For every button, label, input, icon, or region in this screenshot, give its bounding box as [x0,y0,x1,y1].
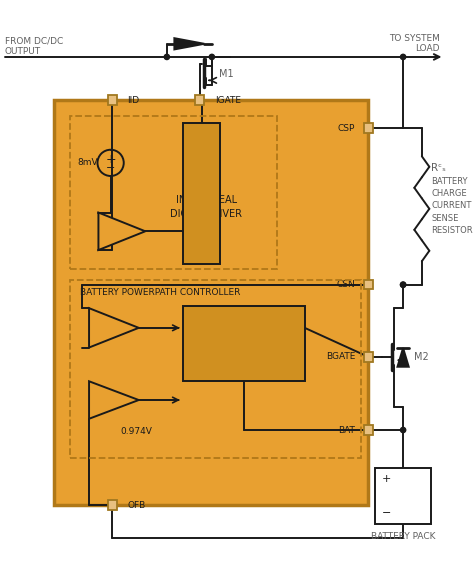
Text: M1: M1 [219,69,234,79]
Text: BATTERY: BATTERY [431,177,468,186]
Polygon shape [398,348,409,367]
Bar [364,425,373,435]
Bar [55,100,368,505]
Text: A11: A11 [98,390,115,399]
Text: Rᶜₛ: Rᶜₛ [431,163,446,173]
Polygon shape [89,381,139,419]
Text: BATTERY POWERPATH CONTROLLER: BATTERY POWERPATH CONTROLLER [80,288,240,297]
Text: CSN: CSN [337,280,356,289]
Text: DIODE DRIVER: DIODE DRIVER [170,209,242,219]
Polygon shape [89,308,139,347]
Text: IGATE: IGATE [215,95,241,104]
Text: BGATE: BGATE [326,352,356,361]
Circle shape [164,54,170,59]
Text: FROM DC/DC: FROM DC/DC [5,36,63,45]
Bar [364,280,373,289]
Text: +: + [105,153,116,165]
Bar [70,116,276,269]
Text: CONTROLLER: CONTROLLER [210,343,277,353]
Text: ANALOG: ANALOG [223,329,264,339]
Text: BAT: BAT [338,426,356,435]
Text: OFB: OFB [128,500,146,509]
Text: CURRENT: CURRENT [431,201,472,210]
Bar [183,123,220,264]
Circle shape [209,54,214,59]
Circle shape [401,282,406,287]
Text: IID: IID [128,95,140,104]
Text: INPUT IDEAL: INPUT IDEAL [176,195,237,205]
Text: A1: A1 [111,226,124,236]
Bar [108,95,117,105]
Text: 0.974V: 0.974V [120,427,152,436]
Polygon shape [99,213,146,250]
Text: LOAD: LOAD [415,44,440,53]
Bar [364,352,373,362]
Text: M2: M2 [414,352,429,362]
Text: TO SYSTEM: TO SYSTEM [389,34,440,43]
Bar [70,280,361,458]
Text: OUTPUT: OUTPUT [5,47,41,56]
Bar [108,500,117,510]
Text: −: − [106,163,115,173]
Circle shape [401,282,406,287]
Bar [195,95,204,105]
Text: BATTERY PACK: BATTERY PACK [371,532,435,541]
Text: A2: A2 [105,323,118,333]
Circle shape [401,54,406,59]
Text: RESISTOR: RESISTOR [431,226,473,235]
Polygon shape [174,38,204,49]
Bar [375,467,431,524]
Text: CSP: CSP [338,123,356,132]
Text: CHARGE: CHARGE [431,189,467,198]
Text: +: + [382,474,391,484]
Bar [183,306,305,381]
Text: gₘ: gₘ [106,399,118,410]
Circle shape [401,427,406,433]
Text: SENSE: SENSE [431,214,458,223]
Text: −: − [382,508,391,517]
Bar [364,123,373,133]
Text: 8mV: 8mV [78,158,99,167]
